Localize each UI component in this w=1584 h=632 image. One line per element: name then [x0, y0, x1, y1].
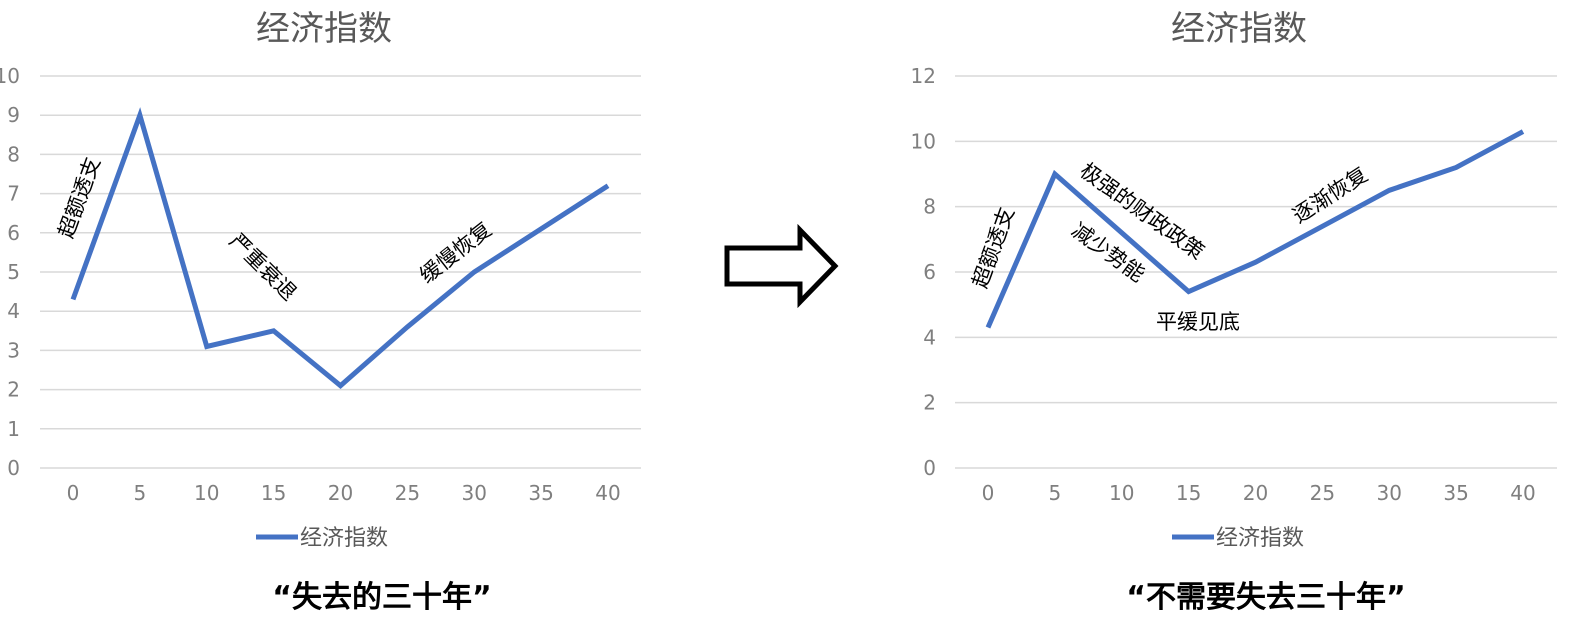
y-tick-label: 4 — [7, 299, 20, 323]
x-tick-label: 40 — [1510, 481, 1535, 505]
chart-left-legend-label: 经济指数 — [300, 526, 388, 551]
chart-left-annotation-recession: 严重衰退 — [225, 229, 301, 305]
y-tick-label: 1 — [7, 417, 20, 441]
x-tick-label: 25 — [1310, 481, 1335, 505]
chart-right-annotation-reduce-momentum: 减少势能 — [1067, 218, 1149, 287]
series-line — [985, 129, 1525, 329]
y-tick-label: 6 — [7, 221, 20, 245]
x-tick-label: 0 — [67, 481, 80, 505]
right-arrow-outline-icon — [724, 223, 839, 309]
chart-left-y-ticks: 0 1 2 3 4 5 6 7 8 9 10 — [0, 64, 20, 480]
chart-right-legend: 经济指数 — [1172, 526, 1304, 551]
chart-right-title: 经济指数 — [1171, 9, 1307, 49]
chart-right-legend-label: 经济指数 — [1216, 526, 1304, 551]
x-tick-label: 5 — [134, 481, 147, 505]
chart-left-annotation-slow-recovery: 缓慢恢复 — [415, 217, 496, 288]
x-tick-label: 10 — [194, 481, 219, 505]
chart-right-caption: “不需要失去三十年” — [1126, 580, 1405, 615]
x-tick-label: 20 — [1243, 481, 1268, 505]
y-tick-label: 5 — [7, 260, 20, 284]
series-line — [70, 107, 610, 389]
y-tick-label: 2 — [7, 378, 20, 402]
chart-right-x-ticks: 0 5 10 15 20 25 30 35 40 — [982, 481, 1536, 505]
x-tick-label: 30 — [1377, 481, 1402, 505]
y-tick-label: 0 — [7, 456, 20, 480]
chart-right-y-ticks: 0 2 4 6 8 10 12 — [911, 64, 936, 480]
chart-right-gridlines — [955, 75, 1557, 469]
chart-left-title: 经济指数 — [256, 9, 392, 49]
chart-left-caption: “失去的三十年” — [272, 580, 491, 615]
chart-right-series — [985, 129, 1525, 329]
y-tick-label: 6 — [923, 260, 936, 284]
y-tick-label: 2 — [923, 391, 936, 415]
chart-left-series — [70, 107, 610, 389]
y-tick-label: 10 — [911, 129, 936, 153]
x-tick-label: 10 — [1109, 481, 1134, 505]
x-tick-label: 35 — [1443, 481, 1468, 505]
y-tick-label: 8 — [923, 195, 936, 219]
x-tick-label: 40 — [595, 481, 620, 505]
chart-left-legend: 经济指数 — [256, 526, 388, 551]
x-tick-label: 15 — [261, 481, 286, 505]
x-tick-label: 0 — [982, 481, 995, 505]
chart-right-annotation-bottoming-out: 平缓见底 — [1156, 310, 1240, 334]
chart-left-gridlines — [40, 75, 641, 469]
y-tick-label: 8 — [7, 142, 20, 166]
x-tick-label: 15 — [1176, 481, 1201, 505]
y-tick-label: 9 — [7, 103, 20, 127]
y-tick-label: 10 — [0, 64, 20, 88]
chart-left-x-ticks: 0 5 10 15 20 25 30 35 40 — [67, 481, 621, 505]
y-tick-label: 12 — [911, 64, 936, 88]
x-tick-label: 30 — [462, 481, 487, 505]
x-tick-label: 5 — [1049, 481, 1062, 505]
chart-right-annotation-gradual-recovery: 逐渐恢复 — [1288, 162, 1372, 228]
x-tick-label: 25 — [395, 481, 420, 505]
y-tick-label: 7 — [7, 182, 20, 206]
x-tick-label: 20 — [328, 481, 353, 505]
x-tick-label: 35 — [528, 481, 553, 505]
y-tick-label: 4 — [923, 325, 936, 349]
y-tick-label: 0 — [923, 456, 936, 480]
y-tick-label: 3 — [7, 338, 20, 362]
